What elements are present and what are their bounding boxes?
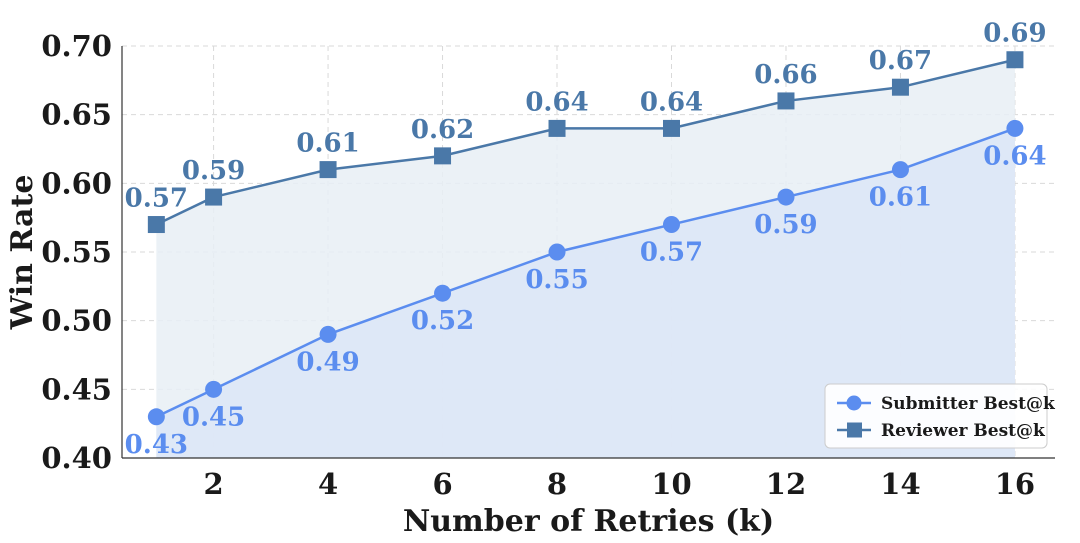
data-label: 0.67 bbox=[869, 46, 932, 76]
data-label: 0.59 bbox=[754, 210, 817, 240]
data-label: 0.57 bbox=[640, 238, 703, 268]
legend-label: Submitter Best@k bbox=[881, 394, 1056, 414]
y-tick-label: 0.40 bbox=[41, 441, 112, 475]
axes bbox=[121, 46, 1055, 459]
marker-square bbox=[777, 92, 795, 110]
marker-circle bbox=[434, 284, 452, 302]
marker-circle bbox=[891, 161, 909, 179]
data-label: 0.66 bbox=[754, 60, 817, 90]
data-label: 0.69 bbox=[983, 19, 1046, 49]
marker-circle bbox=[205, 380, 223, 398]
area-circle bbox=[156, 128, 1015, 458]
data-label: 0.62 bbox=[411, 115, 474, 145]
x-tick-label: 10 bbox=[651, 467, 691, 501]
legend-label: Reviewer Best@k bbox=[881, 421, 1046, 441]
y-axis-title: Win Rate bbox=[5, 175, 40, 331]
marker-circle bbox=[1006, 119, 1024, 137]
data-label: 0.49 bbox=[296, 347, 359, 377]
tick-labels: 0.40 0.45 0.50 0.55 0.60 0.65 0.70 2 4 6 8 10 12 14 16 bbox=[41, 29, 1035, 501]
x-tick-label: 8 bbox=[547, 467, 567, 501]
y-tick-label: 0.55 bbox=[41, 235, 112, 269]
data-label: 0.61 bbox=[869, 183, 932, 213]
x-tick-label: 14 bbox=[880, 467, 920, 501]
y-tick-label: 0.65 bbox=[41, 98, 112, 132]
data-label: 0.45 bbox=[182, 402, 245, 432]
marker-circle bbox=[548, 243, 566, 261]
marker-square bbox=[662, 119, 680, 137]
marker-circle bbox=[147, 408, 165, 426]
legend-box bbox=[824, 383, 1048, 449]
marker-square bbox=[434, 147, 452, 165]
marker-square bbox=[1006, 51, 1024, 69]
marker-square bbox=[891, 78, 909, 96]
legend-marker-square bbox=[847, 422, 862, 438]
marker-circle bbox=[777, 188, 795, 206]
marker-square bbox=[548, 119, 566, 137]
marker-circle bbox=[662, 216, 680, 234]
data-label: 0.64 bbox=[983, 141, 1046, 171]
marker-square bbox=[147, 216, 165, 234]
y-tick-label: 0.50 bbox=[41, 304, 112, 338]
data-label: 0.55 bbox=[525, 265, 588, 295]
y-tick-label: 0.60 bbox=[41, 166, 112, 200]
area-fills bbox=[156, 59, 1015, 458]
x-tick-label: 4 bbox=[318, 467, 338, 501]
data-label: 0.43 bbox=[125, 430, 188, 460]
x-tick-label: 6 bbox=[432, 467, 452, 501]
marker-square bbox=[319, 161, 337, 179]
legend: Submitter Best@k Reviewer Best@k bbox=[824, 383, 1056, 449]
legend-marker-circle bbox=[846, 395, 862, 411]
data-label: 0.61 bbox=[296, 129, 359, 159]
data-labels: 0.430.450.490.520.550.570.590.610.640.57… bbox=[125, 19, 1047, 460]
data-label: 0.64 bbox=[640, 87, 703, 117]
data-label: 0.59 bbox=[182, 156, 245, 186]
marker-square bbox=[205, 188, 223, 206]
series-markers bbox=[147, 51, 1024, 426]
marker-circle bbox=[319, 325, 337, 343]
x-tick-label: 12 bbox=[766, 467, 806, 501]
data-label: 0.57 bbox=[125, 184, 188, 214]
x-tick-label: 2 bbox=[203, 467, 223, 501]
data-label: 0.64 bbox=[525, 87, 588, 117]
x-axis-title: Number of Retries (k) bbox=[403, 504, 774, 539]
y-tick-label: 0.45 bbox=[41, 372, 112, 406]
data-label: 0.52 bbox=[411, 306, 474, 336]
y-tick-label: 0.70 bbox=[41, 29, 112, 63]
x-tick-label: 16 bbox=[995, 467, 1035, 501]
legend-items: Submitter Best@k Reviewer Best@k bbox=[837, 394, 1056, 441]
